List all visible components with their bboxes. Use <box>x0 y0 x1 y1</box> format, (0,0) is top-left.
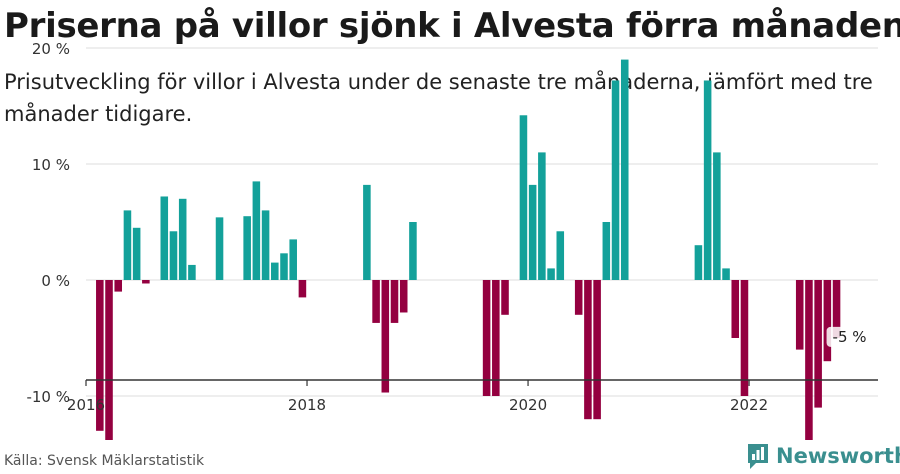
bar <box>731 280 740 338</box>
bar <box>611 80 620 280</box>
bar <box>620 59 629 280</box>
source-note: Källa: Svensk Mäklarstatistik <box>4 453 205 469</box>
x-tick-label: 2018 <box>288 396 326 414</box>
bar <box>372 280 380 323</box>
bar <box>123 210 132 280</box>
bar <box>501 280 509 315</box>
bar <box>482 280 491 396</box>
brand-name: Newsworthy <box>776 444 900 468</box>
bar <box>722 268 730 280</box>
x-tick-label: 2016 <box>67 396 105 414</box>
bar <box>805 280 813 440</box>
bar <box>602 222 611 280</box>
y-tick-label: 20 % <box>32 40 70 58</box>
bar <box>280 253 288 280</box>
bar <box>252 181 261 280</box>
bar <box>178 198 187 280</box>
bar <box>703 80 712 280</box>
x-tick-label: 2020 <box>509 396 547 414</box>
bar <box>832 280 841 338</box>
y-tick-label: -10 % <box>26 388 70 406</box>
bar <box>528 184 537 280</box>
bar <box>556 231 565 280</box>
bar <box>593 280 601 420</box>
bar <box>795 280 804 350</box>
bar <box>492 280 500 396</box>
bar <box>142 280 150 284</box>
bar <box>105 280 113 440</box>
bar <box>132 227 141 280</box>
annotation-background <box>826 326 869 347</box>
bar-chart: -10 % 0 % 10 % 20 % 2016 2018 2020 2022 -5 % <box>26 40 878 440</box>
y-tick-label: 10 % <box>32 156 70 174</box>
brand-logo: Newsworthy <box>746 440 900 472</box>
bar <box>381 280 390 393</box>
bar <box>271 262 279 280</box>
bar <box>740 280 749 396</box>
bar <box>694 245 703 280</box>
bar <box>519 115 528 280</box>
bar <box>584 280 592 420</box>
x-tick-label: 2022 <box>730 396 768 414</box>
bar <box>574 280 583 315</box>
bar <box>169 231 178 280</box>
bar <box>823 280 832 362</box>
bar <box>814 280 822 408</box>
bar <box>215 217 224 280</box>
bar <box>538 152 546 280</box>
bar-chart-speech-bubble-icon <box>746 442 770 470</box>
bar <box>114 280 123 292</box>
bar <box>261 210 270 280</box>
bar <box>399 280 408 313</box>
bar <box>713 152 721 280</box>
bar <box>363 184 371 280</box>
bar <box>188 264 196 280</box>
bar <box>243 216 251 280</box>
y-tick-label: 0 % <box>41 272 70 290</box>
bar <box>547 268 555 280</box>
bar <box>298 280 307 298</box>
page-subtitle: Prisutveckling för villor i Alvesta unde… <box>4 70 873 126</box>
bar <box>409 222 417 280</box>
bar <box>160 196 169 280</box>
annotation-label: -5 % <box>833 328 867 346</box>
page-title: Priserna på villor sjönk i Alvesta förra… <box>4 6 900 46</box>
bar <box>289 239 297 280</box>
bar <box>390 280 399 323</box>
bar <box>96 280 104 431</box>
